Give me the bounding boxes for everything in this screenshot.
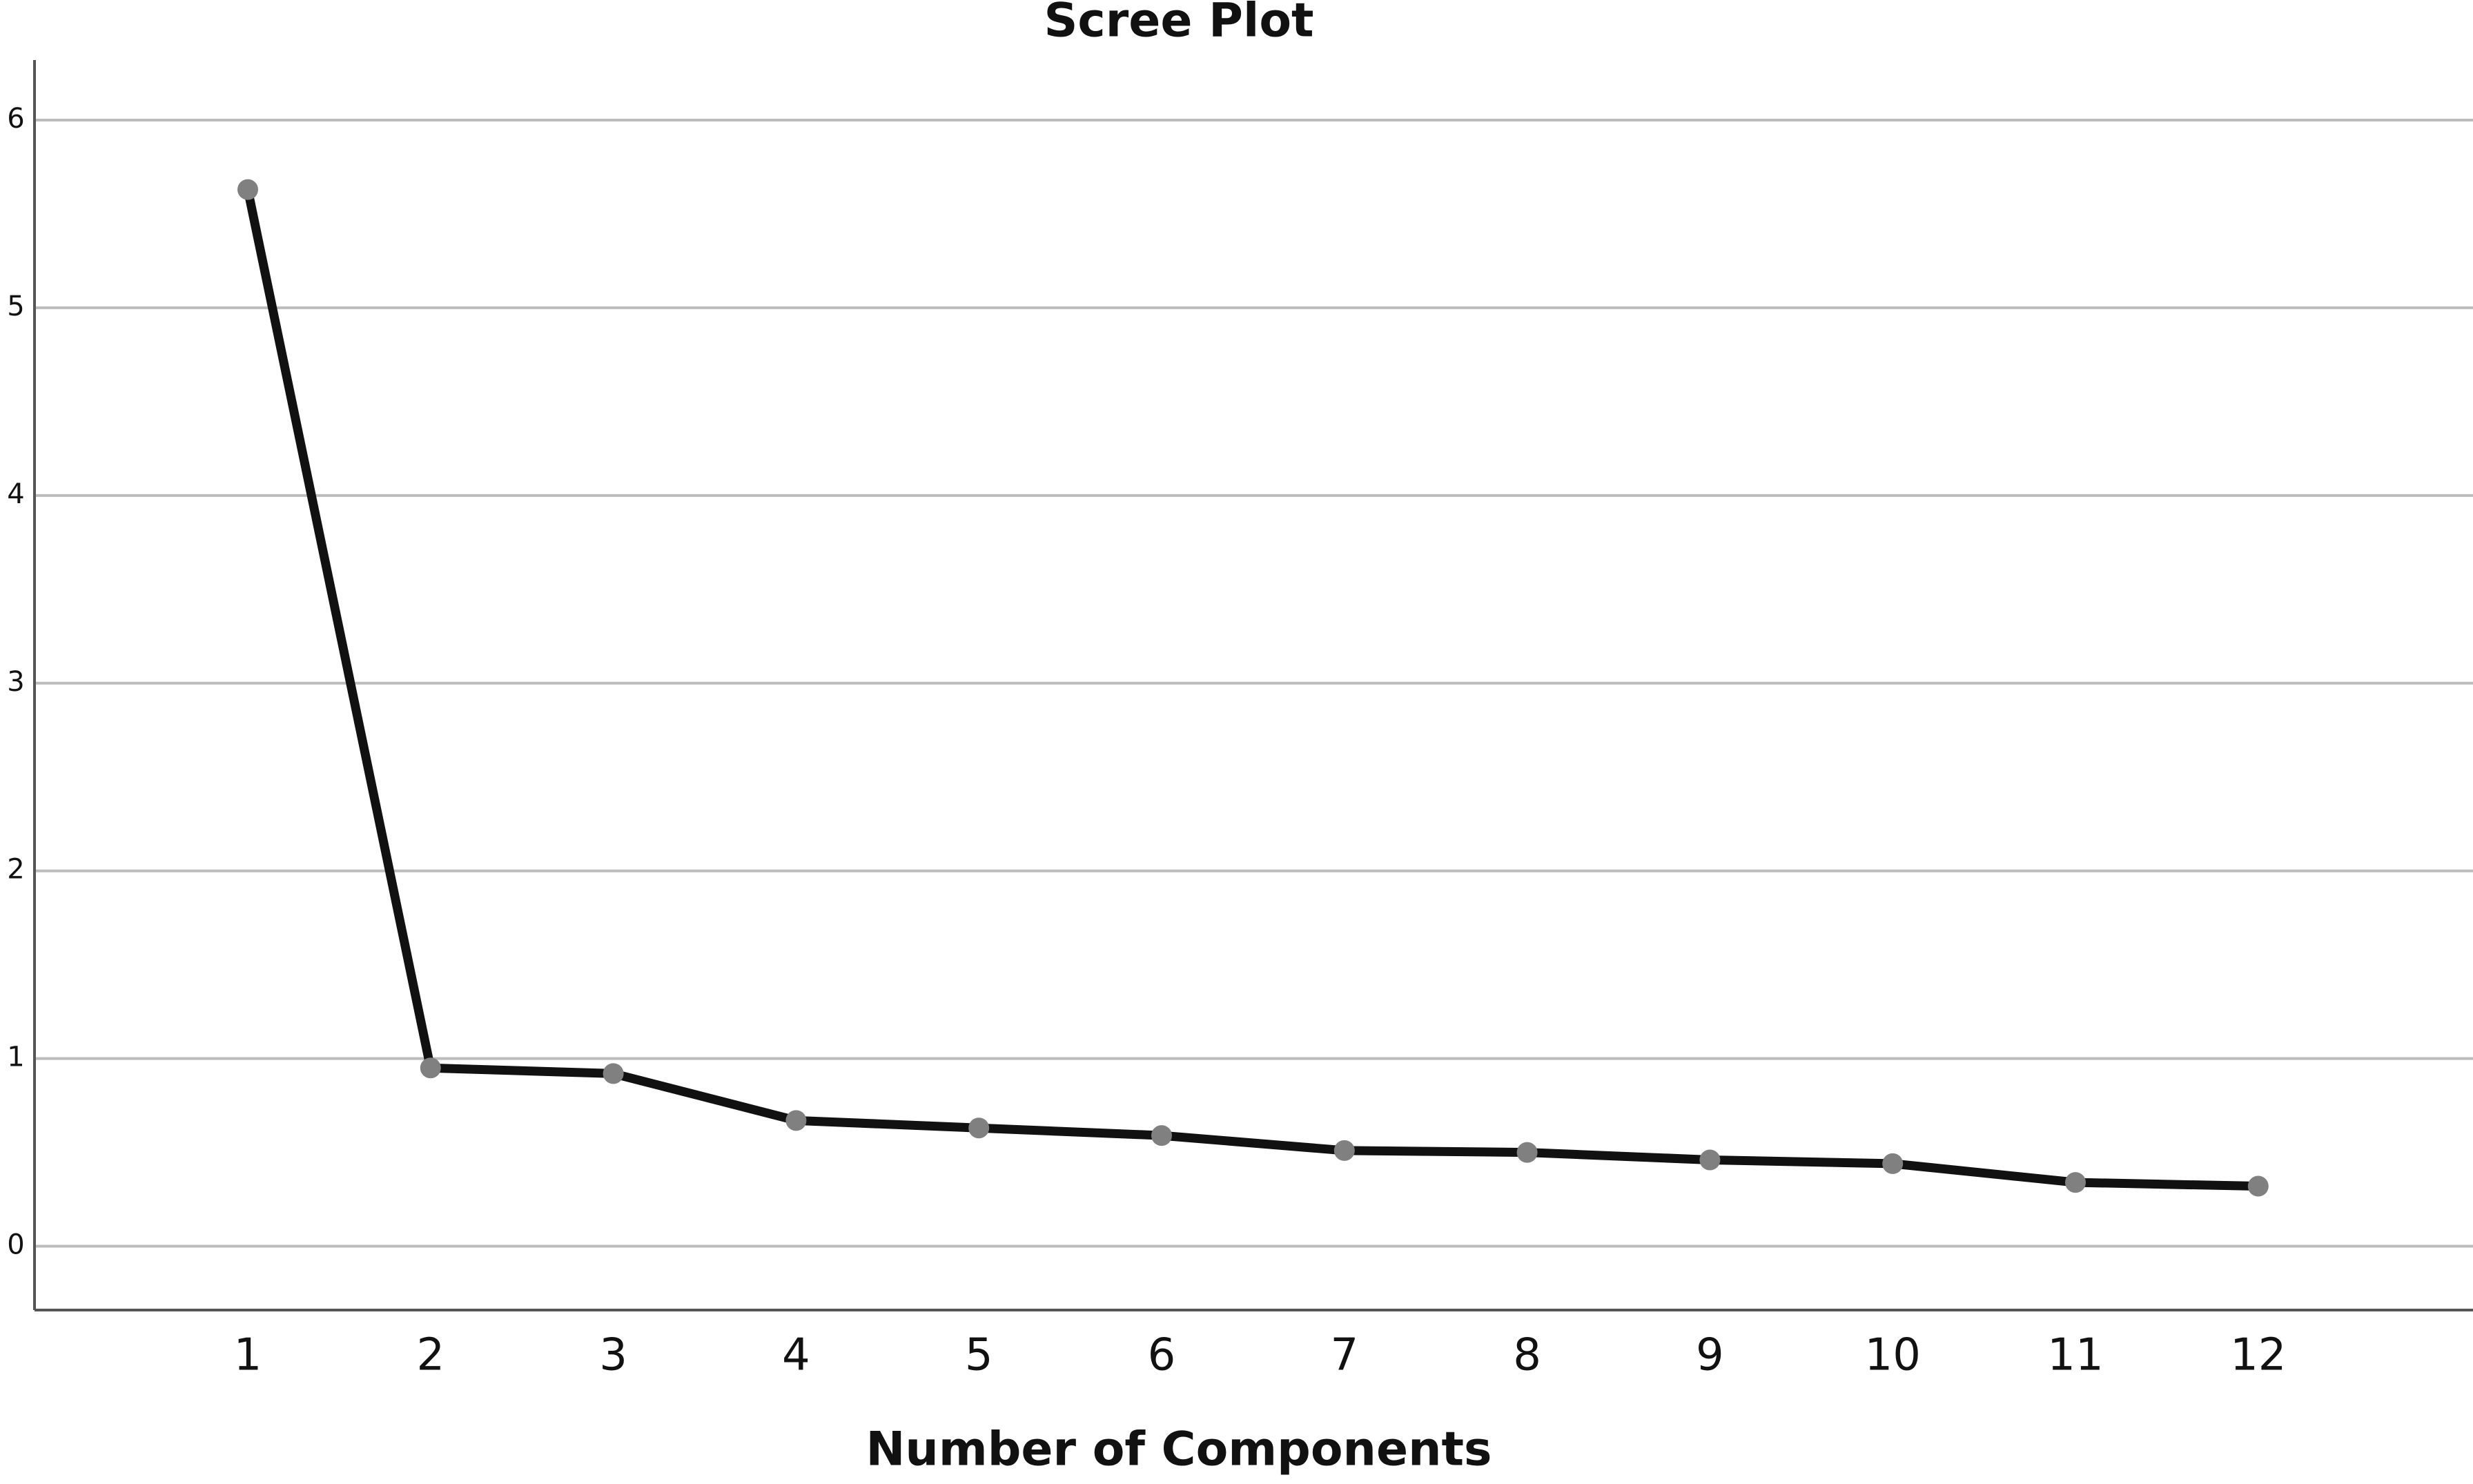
- x-tick-label: 8: [1513, 1330, 1541, 1381]
- data-point: [1151, 1125, 1172, 1146]
- x-tick-label: 6: [1148, 1330, 1176, 1381]
- x-tick-label: 9: [1696, 1330, 1724, 1381]
- x-tick-label: 12: [2230, 1330, 2286, 1381]
- x-tick-label: 10: [1864, 1330, 1920, 1381]
- data-point: [1882, 1153, 1904, 1174]
- y-tick-label: 6: [7, 103, 24, 135]
- y-tick-label: 1: [7, 1042, 24, 1073]
- data-point: [2247, 1175, 2269, 1197]
- y-tick-label: 2: [7, 854, 24, 886]
- data-point: [237, 179, 258, 200]
- data-point: [968, 1117, 990, 1139]
- x-tick-label: 7: [1330, 1330, 1358, 1381]
- data-point: [785, 1110, 807, 1131]
- x-tick-label: 3: [599, 1330, 627, 1381]
- y-tick-label: 4: [7, 478, 24, 510]
- data-point: [1516, 1142, 1538, 1163]
- x-axis-label: Number of Components: [866, 1423, 1492, 1477]
- x-tick-label: 11: [2047, 1330, 2103, 1381]
- x-tick-label: 4: [782, 1330, 810, 1381]
- data-point: [603, 1063, 624, 1084]
- data-point: [1333, 1140, 1355, 1161]
- data-point: [420, 1057, 441, 1079]
- chart-title: Scree Plot: [1044, 0, 1313, 48]
- data-point: [2065, 1172, 2086, 1193]
- series-line: [243, 188, 2258, 1191]
- y-tick-label: 3: [7, 666, 24, 698]
- data-point: [1699, 1149, 1721, 1171]
- y-tick-label: 0: [7, 1229, 24, 1261]
- x-tick-label: 1: [234, 1330, 262, 1381]
- x-tick-label: 2: [416, 1330, 444, 1381]
- x-tick-label: 5: [965, 1330, 993, 1381]
- y-tick-label: 5: [7, 291, 24, 322]
